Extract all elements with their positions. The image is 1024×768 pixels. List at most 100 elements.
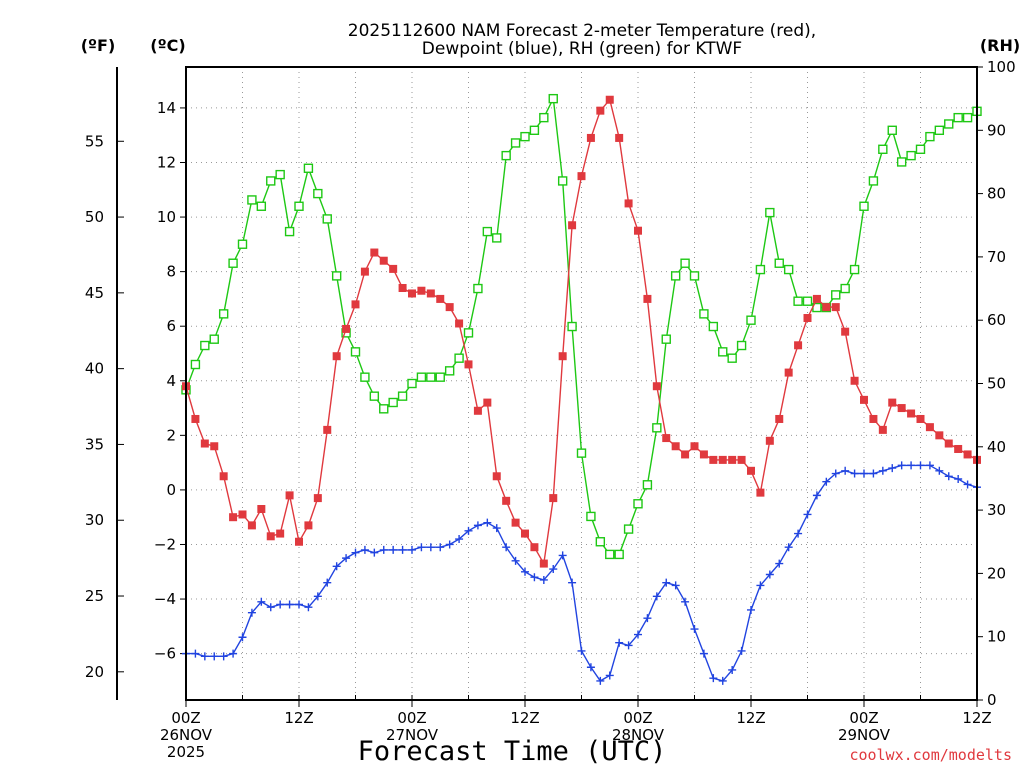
rh-point bbox=[934, 125, 945, 136]
rh-point bbox=[247, 195, 257, 205]
rh-axis-unit: (RH) bbox=[980, 36, 1020, 55]
rh-point bbox=[237, 239, 248, 249]
fahrenheit-tick-label: 45 bbox=[85, 284, 104, 302]
rh-point bbox=[661, 334, 671, 344]
fahrenheit-tick-label: 25 bbox=[85, 587, 104, 605]
temperature-point bbox=[605, 95, 614, 104]
plot-frame bbox=[185, 66, 978, 701]
dewpoint-point bbox=[285, 600, 294, 609]
rh-tick-label: 20 bbox=[987, 564, 1006, 582]
x-tick-label: 12Z bbox=[962, 709, 991, 727]
rh-tick-label: 50 bbox=[987, 375, 1006, 393]
temperature-point bbox=[728, 455, 737, 464]
temperature-point bbox=[398, 284, 407, 293]
rh-point bbox=[746, 315, 756, 325]
dewpoint-point bbox=[351, 548, 360, 557]
x-tick-label: 12Z bbox=[284, 709, 313, 727]
chart-title-line-1: 2025112600 NAM Forecast 2-meter Temperat… bbox=[348, 21, 816, 41]
rh-point bbox=[849, 264, 860, 275]
rh-point bbox=[868, 176, 879, 186]
rh-point bbox=[369, 391, 380, 401]
rh-point bbox=[454, 353, 464, 363]
temperature-point bbox=[285, 491, 294, 500]
temperature-point bbox=[878, 425, 887, 434]
temperature-point bbox=[558, 352, 567, 361]
rh-series bbox=[181, 93, 982, 560]
temperature-point bbox=[916, 414, 925, 423]
rh-point bbox=[388, 397, 398, 408]
temperature-point bbox=[323, 425, 332, 434]
temperature-point bbox=[756, 488, 765, 497]
dewpoint-point bbox=[841, 466, 850, 475]
credit-text: coolwx.com/modelts bbox=[849, 746, 1012, 764]
x-tick-label: 00Z bbox=[849, 709, 878, 727]
dewpoint-point bbox=[530, 573, 539, 582]
temperature-point bbox=[464, 360, 473, 369]
rh-tick-label: 60 bbox=[987, 311, 1006, 329]
dewpoint-point bbox=[332, 562, 341, 571]
fahrenheit-axis-ticks: 20 25 30 35 40 45 50 55 bbox=[85, 132, 124, 681]
temperature-point bbox=[530, 543, 539, 552]
rh-tick-label: 80 bbox=[987, 185, 1006, 203]
rh-point bbox=[557, 176, 568, 186]
dewpoint-point bbox=[775, 559, 784, 568]
temperature-point bbox=[925, 423, 934, 432]
dewpoint-point bbox=[747, 605, 755, 614]
temperature-point bbox=[907, 409, 916, 418]
rh-point bbox=[379, 404, 389, 414]
dewpoint-point bbox=[596, 676, 605, 685]
dewpoint-point bbox=[229, 649, 238, 658]
fahrenheit-tick-label: 50 bbox=[85, 208, 104, 226]
x-tick-label: 29NOV bbox=[838, 726, 891, 744]
dewpoint-point bbox=[850, 469, 859, 478]
rh-point bbox=[670, 271, 681, 281]
rh-point bbox=[680, 258, 690, 268]
temperature-point bbox=[229, 513, 238, 522]
dewpoint-point bbox=[473, 521, 482, 530]
fahrenheit-tick-label: 40 bbox=[85, 360, 104, 378]
temperature-point bbox=[332, 352, 341, 361]
rh-point bbox=[529, 125, 540, 136]
dewpoint-point bbox=[200, 652, 209, 661]
rh-point bbox=[896, 157, 907, 167]
dewpoint-point bbox=[681, 597, 690, 606]
rh-point bbox=[586, 511, 596, 522]
rh-point bbox=[275, 169, 285, 180]
celsius-tick-label: 8 bbox=[166, 263, 176, 281]
dewpoint-point bbox=[304, 603, 313, 612]
dewpoint-point bbox=[615, 638, 624, 647]
x-tick-label: 27NOV bbox=[386, 726, 439, 744]
rh-point bbox=[473, 283, 483, 294]
temperature-point bbox=[219, 472, 228, 481]
dewpoint-point bbox=[812, 491, 821, 500]
dewpoint-point bbox=[605, 671, 614, 680]
dewpoint-point bbox=[389, 545, 398, 554]
fahrenheit-tick-label: 55 bbox=[85, 132, 104, 150]
dewpoint-point bbox=[219, 652, 228, 661]
x-tick-label: 00Z bbox=[171, 709, 200, 727]
rh-point bbox=[718, 347, 728, 357]
dewpoint-point bbox=[935, 466, 944, 475]
dewpoint-point bbox=[360, 545, 369, 554]
x-tick-label: 2025 bbox=[167, 743, 205, 761]
dewpoint-point bbox=[191, 649, 200, 658]
temperature-point bbox=[295, 537, 303, 546]
rh-axis-ticks: 0 10 20 30 40 50 60 70 80 90 100 bbox=[977, 58, 1016, 709]
dewpoint-point bbox=[803, 510, 812, 519]
dewpoint-point bbox=[586, 663, 595, 672]
temperature-point bbox=[897, 404, 906, 413]
temperature-point bbox=[850, 376, 859, 385]
rh-point bbox=[539, 112, 549, 123]
rh-point bbox=[303, 163, 314, 173]
temperature-point bbox=[681, 450, 690, 459]
dewpoint-point bbox=[464, 526, 473, 535]
x-tick-label: 26NOV bbox=[160, 726, 213, 744]
dewpoint-point bbox=[521, 567, 529, 576]
dewpoint-point bbox=[238, 633, 247, 642]
rh-point bbox=[736, 340, 747, 351]
rh-point bbox=[228, 258, 238, 268]
chart-title: 2025112600 NAM Forecast 2-meter Temperat… bbox=[348, 21, 816, 59]
dewpoint-point bbox=[276, 600, 285, 609]
